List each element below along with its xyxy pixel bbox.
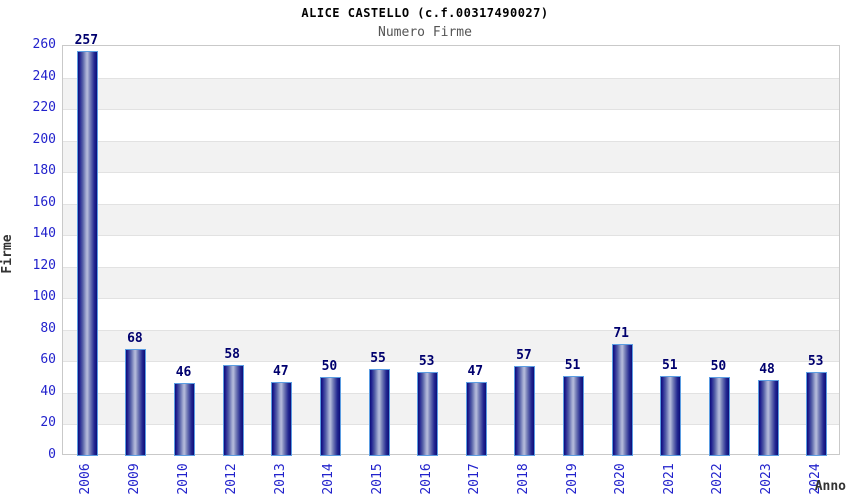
bar-value-label: 50 <box>321 359 338 375</box>
bar <box>76 50 98 456</box>
x-tick-label: 2021 <box>661 463 677 495</box>
plot-area <box>62 45 840 456</box>
y-tick-label: 0 <box>48 447 56 462</box>
x-tick-label: 2009 <box>126 463 142 495</box>
bar-value-label: 48 <box>759 362 775 378</box>
bar <box>125 348 147 456</box>
x-axis-title: Anno <box>814 479 846 494</box>
chart-subtitle: Numero Firme <box>378 25 472 40</box>
bar <box>271 381 293 456</box>
x-tick-label: 2012 <box>224 463 240 495</box>
y-tick-label: 80 <box>40 320 56 336</box>
bar-value-label: 53 <box>807 354 824 370</box>
x-tick-label: 2023 <box>759 463 775 495</box>
bar-value-label: 50 <box>710 359 727 375</box>
x-tick-label: 2013 <box>272 463 288 495</box>
bar-value-label: 71 <box>613 326 630 342</box>
bar-value-label: 58 <box>224 346 241 362</box>
bar-value-label: 47 <box>272 363 289 379</box>
x-tick-label: 2017 <box>467 463 483 495</box>
y-tick-label: 120 <box>32 257 56 273</box>
bar-value-label: 46 <box>175 365 192 381</box>
bar <box>319 377 341 456</box>
y-gridline <box>63 329 839 331</box>
bar <box>174 383 196 456</box>
bar <box>222 364 244 456</box>
y-tick-label: 160 <box>32 194 56 210</box>
y-axis-title: Firme <box>0 234 15 274</box>
x-tick-label: 2016 <box>418 463 434 495</box>
bar <box>368 369 390 456</box>
x-tick-label: 2020 <box>613 463 629 495</box>
y-gridline <box>63 361 839 363</box>
y-gridline <box>63 298 839 300</box>
y-tick-label: 40 <box>40 383 56 399</box>
y-tick-label: 20 <box>40 415 56 431</box>
bar <box>514 366 536 456</box>
bar-value-label: 68 <box>127 330 143 346</box>
y-gridline <box>63 77 839 79</box>
bar-value-label: 57 <box>516 348 532 364</box>
y-tick-label: 180 <box>32 163 56 179</box>
chart-title: ALICE CASTELLO (c.f.00317490027) <box>301 6 549 20</box>
bar-value-label: 55 <box>370 351 386 367</box>
y-band <box>63 266 839 299</box>
bar <box>708 377 730 456</box>
x-tick-label: 2010 <box>175 463 191 495</box>
y-band <box>63 203 839 236</box>
y-gridline <box>63 109 839 111</box>
y-gridline <box>63 235 839 237</box>
y-tick-label: 140 <box>32 226 56 242</box>
y-gridline <box>63 392 839 394</box>
bar-value-label: 51 <box>661 357 678 373</box>
bar <box>563 375 585 456</box>
y-gridline <box>63 172 839 174</box>
bar-value-label: 257 <box>74 32 99 48</box>
y-gridline <box>63 266 839 268</box>
y-gridline <box>63 424 839 426</box>
bar <box>611 344 633 456</box>
bar <box>806 372 828 456</box>
bar-value-label: 47 <box>467 363 484 379</box>
y-gridline <box>63 140 839 142</box>
x-tick-label: 2015 <box>370 463 386 495</box>
bar-value-label: 53 <box>418 354 435 370</box>
bar <box>465 381 487 456</box>
y-band <box>63 77 839 110</box>
x-tick-label: 2018 <box>515 463 531 495</box>
x-tick-label: 2006 <box>78 463 94 495</box>
y-band <box>63 140 839 173</box>
y-tick-label: 220 <box>32 100 56 116</box>
y-tick-label: 240 <box>32 68 56 84</box>
y-tick-label: 100 <box>32 289 56 305</box>
x-tick-label: 2019 <box>564 463 580 495</box>
bar <box>417 372 439 456</box>
y-gridline <box>63 203 839 205</box>
y-tick-label: 260 <box>32 37 56 52</box>
bar <box>660 375 682 456</box>
x-tick-label: 2014 <box>321 463 337 495</box>
y-tick-label: 200 <box>32 131 56 147</box>
bar <box>757 380 779 456</box>
y-tick-label: 60 <box>40 352 56 368</box>
x-tick-label: 2022 <box>710 463 726 495</box>
y-band <box>63 329 839 362</box>
bar-value-label: 51 <box>564 357 581 373</box>
